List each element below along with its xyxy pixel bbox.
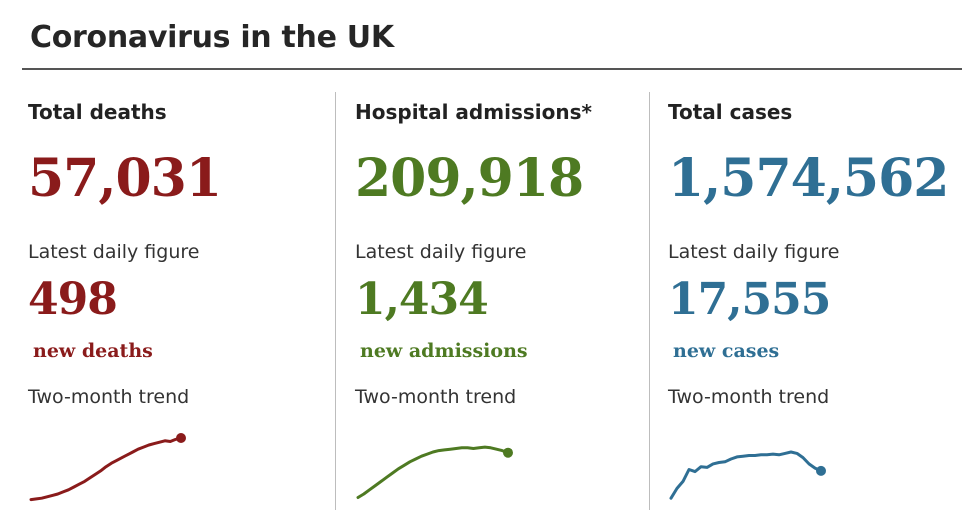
trend-endpoint-marker — [503, 447, 513, 458]
daily-figure-unit: new admissions — [360, 340, 528, 362]
trend-sparkline-admissions — [356, 445, 513, 499]
daily-figure-label: Latest daily figure — [28, 241, 200, 263]
trend-line — [669, 450, 823, 500]
trend-sparkline-deaths — [29, 433, 186, 502]
total-figure: 209,918 — [355, 148, 584, 209]
trend-sparkline-cases — [669, 450, 826, 500]
title-underline — [22, 68, 962, 70]
panel-heading: Total deaths — [28, 100, 167, 124]
trend-label: Two-month trend — [28, 386, 190, 408]
trend-endpoint-marker — [176, 433, 186, 443]
trend-label: Two-month trend — [668, 386, 830, 408]
page-title: Coronavirus in the UK — [30, 20, 394, 55]
column-divider — [649, 92, 650, 510]
daily-figure-label: Latest daily figure — [355, 241, 527, 263]
daily-figure: 1,434 — [355, 274, 489, 325]
total-figure: 1,574,562 — [668, 148, 949, 209]
daily-figure: 498 — [28, 274, 118, 325]
trend-line — [29, 436, 183, 502]
trend-line — [356, 445, 510, 499]
daily-figure-unit: new deaths — [33, 340, 153, 362]
panel-heading: Hospital admissions* — [355, 100, 592, 124]
daily-figure-unit: new cases — [673, 340, 780, 362]
total-figure: 57,031 — [28, 148, 222, 209]
panel-heading: Total cases — [668, 100, 793, 124]
daily-figure-label: Latest daily figure — [668, 241, 840, 263]
trend-label: Two-month trend — [355, 386, 517, 408]
column-divider — [335, 92, 336, 510]
daily-figure: 17,555 — [668, 274, 831, 325]
trend-endpoint-marker — [816, 465, 826, 476]
